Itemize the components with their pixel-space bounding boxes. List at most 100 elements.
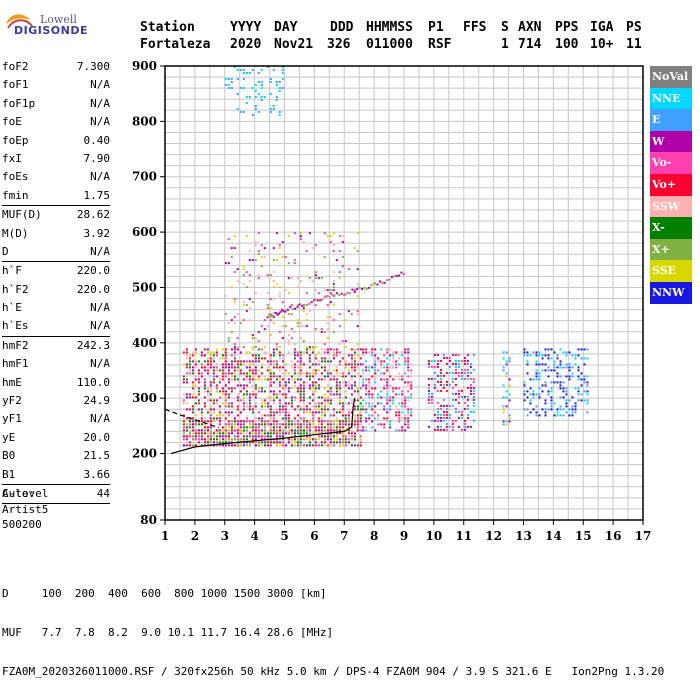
echo-point [272, 247, 275, 250]
legend-item-x: X+ [650, 238, 692, 261]
echo-point [281, 384, 284, 387]
echo-point [239, 432, 242, 435]
echo-point [221, 348, 224, 351]
echo-point [236, 346, 239, 349]
echo-point [251, 375, 254, 378]
echo-point [580, 399, 583, 402]
echo-point [203, 438, 206, 441]
echo-point [323, 387, 326, 390]
echo-point [577, 393, 580, 396]
echo-point [329, 316, 332, 319]
echo-point [305, 411, 308, 414]
echo-point [535, 354, 538, 357]
echo-point [451, 404, 454, 407]
echo-point [236, 435, 239, 438]
echo-point [215, 369, 218, 372]
header-value-7: 714 [518, 37, 542, 52]
echo-point [502, 405, 505, 408]
echo-point [281, 387, 284, 390]
echo-point [386, 387, 389, 390]
echo-point [227, 363, 230, 366]
echo-point [383, 423, 386, 426]
param-separator [2, 261, 110, 263]
echo-point [341, 438, 344, 441]
echo-point [280, 308, 283, 311]
echo-point [407, 396, 410, 399]
echo-point [284, 369, 287, 372]
echo-point [532, 393, 535, 396]
echo-point [341, 402, 344, 405]
header-label-2: DAY [274, 20, 298, 35]
echo-point [270, 314, 273, 317]
echo-point [365, 417, 368, 420]
echo-point [299, 369, 302, 372]
echo-point [221, 366, 224, 369]
echo-point [257, 72, 260, 74]
echo-point [251, 393, 254, 396]
echo-point [260, 429, 263, 432]
echo-point [230, 354, 233, 357]
echo-point [224, 375, 227, 378]
echo-point [526, 396, 529, 399]
echo-point [233, 423, 236, 426]
echo-point [200, 351, 203, 354]
echo-point [377, 369, 380, 372]
echo-point [260, 363, 263, 366]
echo-point [236, 396, 239, 399]
param-row: C-level 44 [2, 485, 110, 503]
echo-point [451, 353, 454, 356]
echo-point [547, 390, 550, 393]
echo-point [502, 369, 505, 372]
echo-point [191, 360, 194, 363]
echo-point [526, 351, 529, 354]
echo-point [332, 283, 335, 286]
echo-point [335, 417, 338, 420]
echo-point [363, 287, 366, 289]
echo-point [191, 384, 194, 387]
echo-point [332, 420, 335, 423]
echo-point [248, 378, 251, 381]
echo-point [233, 366, 236, 369]
echo-point [308, 426, 311, 429]
echo-point [260, 399, 263, 402]
echo-point [320, 360, 323, 363]
echo-point [272, 441, 275, 444]
echo-point [383, 281, 386, 284]
echo-point [368, 378, 371, 381]
echo-point [365, 402, 368, 405]
echo-point [380, 348, 383, 351]
echo-point [353, 348, 356, 351]
echo-point [326, 426, 329, 429]
echo-point [227, 87, 230, 89]
echo-point [508, 417, 511, 420]
echo-point [221, 393, 224, 396]
echo-point [329, 235, 332, 238]
echo-point [266, 304, 269, 307]
echo-point [457, 353, 460, 356]
echo-point [287, 387, 290, 390]
echo-point [544, 411, 547, 414]
echo-point [242, 87, 245, 89]
param-row: hmF2 242.3 [2, 337, 110, 355]
echo-point [293, 432, 296, 435]
echo-point [269, 372, 272, 375]
echo-point [185, 378, 188, 381]
echo-point [242, 378, 245, 381]
echo-point [338, 444, 341, 447]
echo-point [392, 390, 395, 393]
echo-point [233, 438, 236, 441]
echo-point [248, 259, 251, 262]
header-label-6: FFS [463, 20, 487, 35]
echo-point [410, 411, 413, 414]
echo-point [326, 420, 329, 423]
echo-point [451, 398, 454, 401]
echo-point [344, 414, 347, 417]
echo-point [404, 360, 407, 363]
echo-point [224, 363, 227, 366]
echo-point [191, 417, 194, 420]
echo-point [275, 99, 278, 101]
echo-point [559, 363, 562, 366]
echo-point [233, 375, 236, 378]
echo-point [374, 369, 377, 372]
echo-point [299, 399, 302, 402]
